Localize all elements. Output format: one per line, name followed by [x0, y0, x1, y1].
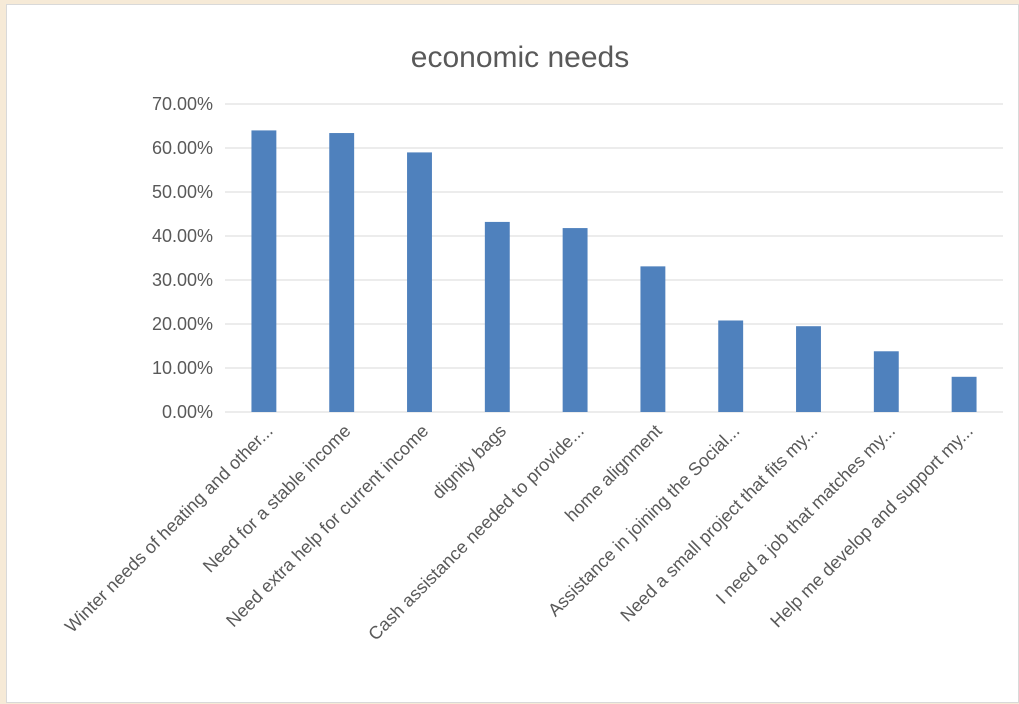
bar [796, 326, 821, 412]
bar [329, 133, 355, 413]
bar [562, 228, 588, 412]
bar [873, 351, 899, 412]
chart-title: economic needs [411, 41, 629, 74]
x-tick-label: Need for a stable income [199, 421, 355, 577]
x-tick-label: dignity bags [428, 421, 510, 503]
y-tick-label: 20.00% [152, 314, 213, 334]
bar-chart: economic needs 0.00% 10.00% 20.00% 30.00% 40… [61, 41, 1003, 644]
bar [407, 152, 432, 412]
bar [484, 221, 510, 412]
bar [251, 130, 277, 412]
y-tick-label: 60.00% [152, 138, 213, 158]
y-tick-label: 10.00% [152, 358, 213, 378]
y-tick-label: 40.00% [152, 226, 213, 246]
bar [951, 376, 977, 412]
y-tick-label: 50.00% [152, 182, 213, 202]
chart-area: economic needs 0.00% 10.00% 20.00% 30.00% 40… [6, 4, 1019, 703]
y-tick-label: 30.00% [152, 270, 213, 290]
y-tick-label: 0.00% [162, 402, 213, 422]
y-tick-label: 70.00% [152, 94, 213, 114]
bar [718, 320, 744, 412]
bar [640, 266, 666, 412]
